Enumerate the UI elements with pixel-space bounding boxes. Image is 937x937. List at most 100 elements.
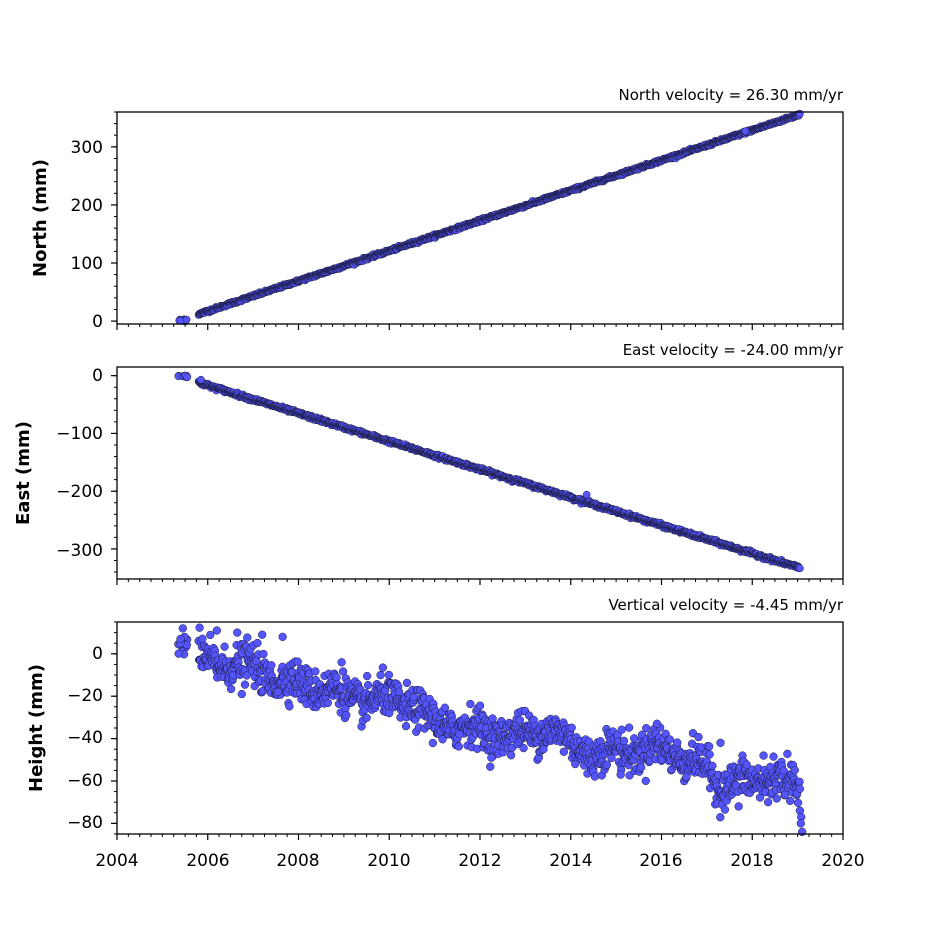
north-y-tick-label: 100 [71,254,103,274]
x-tick-label: 2014 [549,851,592,871]
height-data-point [716,813,725,822]
height-data-point [641,776,650,786]
height-data-point [571,759,580,769]
height-data-point [475,701,485,710]
height-data-point [206,630,215,640]
height-data-point [795,784,805,793]
height-data-point [515,716,525,725]
north-y-axis-label: North (mm) [30,159,51,277]
north-y-tick-labels: 0 100 200 300 [71,138,103,332]
height-data-point [385,709,394,718]
height-data-point [682,772,691,781]
height-data-point [734,802,743,811]
height-data-point [384,670,394,680]
height-data-point [519,743,528,753]
height-data-point [795,777,804,786]
height-data-point [258,630,267,639]
height-data-point [790,766,799,775]
height-data-point [278,632,287,641]
east-data-point [796,564,804,573]
height-data-point [378,663,388,672]
height-data-point [559,747,568,756]
x-tick-label: 2020 [821,851,864,871]
height-data-point [237,689,246,699]
height-data-point [673,738,682,747]
height-data-point [338,667,348,676]
height-data-point [636,763,646,772]
height-data-point [363,671,372,681]
east-y-tick-label: −300 [56,541,103,561]
east-y-tick-label: −100 [56,424,103,444]
height-data-point [602,760,612,769]
height-data-point [402,678,412,688]
height-data-point [311,667,320,676]
x-tick-label: 2004 [95,851,138,871]
height-data-point [243,633,252,642]
east-y-tick-label: −200 [56,482,103,502]
north-y-tick-label: 300 [71,138,103,158]
height-data-point [428,738,438,748]
height-data-point [195,623,204,632]
height-data-point [342,710,351,720]
height-data-point [567,723,576,732]
height-data-point [233,628,242,637]
north-data-point [796,109,804,118]
height-data-point [616,770,625,779]
vertical-velocity-title: Vertical velocity = -4.45 mm/yr [608,596,843,614]
north-data-point [182,315,191,324]
height-data-point [466,699,475,709]
height-data-point [539,745,548,754]
north-data-point [741,127,750,136]
height-data-point [708,761,717,770]
height-data-point [763,798,773,807]
height-data-point [401,721,411,731]
height-data-point [362,713,371,722]
east-data-point [582,490,591,499]
height-data-point [285,702,294,711]
height-data-point [796,819,805,828]
height-data-point [624,723,634,732]
height-y-tick-label: −60 [67,771,103,791]
height-data-point [178,624,187,633]
height-y-tick-label: −80 [67,813,103,833]
height-data-point [772,794,781,803]
height-y-axis-label: Height (mm) [26,664,47,792]
height-data-point [759,751,768,760]
height-data-point [198,634,207,643]
x-tick-label: 2016 [639,851,682,871]
x-tick-label: 2018 [730,851,773,871]
height-data-point [590,772,600,781]
x-tick-label: 2008 [276,851,319,871]
north-y-tick-label: 200 [71,196,103,216]
height-data-point [786,796,795,806]
x-tick-label: 2010 [367,851,410,871]
x-tick-label: 2006 [186,851,229,871]
height-data-point [665,735,674,744]
height-data-point [293,657,302,666]
height-data-point [455,730,464,739]
north-major-y-ticks [111,146,117,322]
height-data-point [212,626,221,635]
height-data-point [253,638,262,648]
height-data-point [619,736,629,746]
height-data-point [267,661,276,670]
north-panel: North velocity = 26.30 mm/yr North (mm) … [30,86,844,332]
east-data-point [183,373,192,382]
height-data-point [240,680,250,689]
height-data-point [705,750,714,759]
height-data-point [337,658,346,667]
east-velocity-title: East velocity = -24.00 mm/yr [623,341,844,359]
height-data-point [220,642,229,651]
height-data-point [783,749,792,758]
height-data-point [617,725,626,734]
height-data-point [642,724,651,733]
north-velocity-title: North velocity = 26.30 mm/yr [619,86,844,104]
north-y-tick-label: 0 [92,312,103,332]
height-data-point [376,670,385,680]
height-data-point [176,634,185,644]
height-data-point [174,649,183,658]
height-data-point [769,752,778,761]
height-data-point [793,798,803,807]
height-data-point [273,687,283,697]
